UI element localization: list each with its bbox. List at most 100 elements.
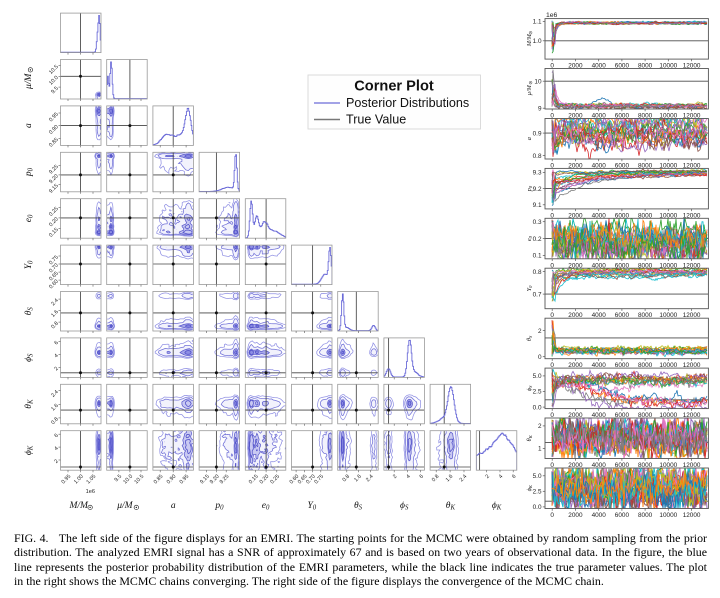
- svg-text:Corner Plot: Corner Plot: [354, 79, 434, 95]
- svg-text:1e6: 1e6: [546, 12, 558, 19]
- svg-text:M/M: M/M: [526, 33, 533, 47]
- svg-text:0: 0: [550, 362, 554, 369]
- svg-text:p0: p0: [526, 185, 533, 192]
- svg-text:9.25: 9.25: [48, 164, 60, 176]
- svg-text:0.20: 0.20: [48, 216, 60, 228]
- svg-text:1: 1: [538, 446, 542, 453]
- svg-text:12000: 12000: [683, 163, 701, 170]
- svg-text:0.9: 0.9: [533, 130, 542, 137]
- svg-text:0.60: 0.60: [48, 279, 60, 291]
- svg-text:ϕS: ϕS: [24, 353, 35, 362]
- svg-text:4000: 4000: [592, 212, 607, 219]
- svg-text:2: 2: [392, 474, 398, 480]
- svg-text:2: 2: [538, 423, 542, 430]
- svg-text:0.8: 0.8: [431, 474, 441, 484]
- svg-text:0: 0: [550, 312, 554, 319]
- svg-text:2000: 2000: [568, 163, 583, 170]
- svg-text:0: 0: [538, 354, 542, 361]
- svg-text:10000: 10000: [659, 212, 677, 219]
- svg-text:2.4: 2.4: [50, 389, 60, 399]
- svg-text:10.5: 10.5: [134, 474, 146, 486]
- svg-text:12000: 12000: [683, 362, 701, 369]
- svg-text:4000: 4000: [592, 462, 607, 469]
- svg-text:0.8: 0.8: [50, 321, 60, 331]
- svg-text:6000: 6000: [615, 163, 630, 170]
- svg-text:0.90: 0.90: [166, 474, 178, 486]
- svg-text:1e6: 1e6: [86, 489, 95, 495]
- svg-text:12000: 12000: [683, 262, 701, 269]
- svg-text:12000: 12000: [683, 63, 701, 70]
- svg-text:0.3: 0.3: [533, 219, 542, 226]
- svg-text:θS: θS: [354, 501, 363, 512]
- svg-text:4: 4: [53, 446, 59, 452]
- svg-text:2: 2: [485, 474, 491, 480]
- svg-text:9.15: 9.15: [199, 474, 211, 486]
- svg-text:1.6: 1.6: [50, 309, 60, 319]
- svg-text:μ/M: μ/M: [24, 73, 34, 90]
- svg-text:10: 10: [534, 78, 542, 85]
- svg-text:0.0: 0.0: [533, 404, 542, 411]
- svg-text:8000: 8000: [638, 113, 653, 120]
- svg-text:6000: 6000: [615, 262, 630, 269]
- svg-text:0.85: 0.85: [153, 474, 165, 486]
- svg-text:2000: 2000: [568, 63, 583, 70]
- svg-text:8000: 8000: [638, 63, 653, 70]
- svg-text:p0: p0: [24, 167, 35, 177]
- svg-text:2000: 2000: [568, 412, 583, 419]
- svg-text:2000: 2000: [568, 512, 583, 519]
- svg-text:9.3: 9.3: [533, 170, 542, 177]
- svg-text:6000: 6000: [615, 462, 630, 469]
- svg-text:10000: 10000: [659, 262, 677, 269]
- svg-text:0.25: 0.25: [48, 206, 60, 218]
- svg-text:8000: 8000: [638, 462, 653, 469]
- svg-text:6000: 6000: [615, 212, 630, 219]
- svg-text:0.95: 0.95: [48, 112, 60, 124]
- svg-text:1.00: 1.00: [73, 474, 85, 486]
- svg-text:Y0: Y0: [24, 260, 35, 269]
- svg-text:2000: 2000: [568, 212, 583, 219]
- svg-text:0.90: 0.90: [48, 124, 60, 136]
- svg-text:0.60: 0.60: [289, 474, 301, 486]
- svg-text:6000: 6000: [615, 312, 630, 319]
- svg-text:12000: 12000: [683, 312, 701, 319]
- svg-text:9.5: 9.5: [114, 474, 124, 484]
- svg-text:12000: 12000: [683, 212, 701, 219]
- svg-text:e0: e0: [24, 214, 35, 222]
- svg-text:0.2: 0.2: [533, 236, 542, 243]
- svg-text:M/M: M/M: [68, 501, 89, 511]
- svg-text:θK: θK: [446, 501, 456, 512]
- svg-text:2.4: 2.4: [50, 298, 60, 308]
- svg-text:8000: 8000: [638, 512, 653, 519]
- svg-text:4000: 4000: [592, 362, 607, 369]
- svg-text:10.0: 10.0: [122, 474, 134, 486]
- svg-text:0.65: 0.65: [297, 474, 309, 486]
- svg-text:0.25: 0.25: [269, 474, 281, 486]
- svg-text:1.1: 1.1: [533, 19, 542, 26]
- svg-text:8000: 8000: [638, 163, 653, 170]
- svg-text:ϕK: ϕK: [526, 484, 533, 491]
- svg-text:9.25: 9.25: [219, 474, 231, 486]
- svg-text:0.85: 0.85: [48, 137, 60, 149]
- svg-text:8000: 8000: [638, 412, 653, 419]
- svg-text:2000: 2000: [568, 362, 583, 369]
- svg-text:8000: 8000: [638, 312, 653, 319]
- svg-text:5.0: 5.0: [533, 473, 542, 480]
- svg-text:0: 0: [550, 462, 554, 469]
- svg-text:θK: θK: [24, 399, 35, 409]
- svg-text:9.1: 9.1: [533, 202, 542, 209]
- svg-text:0.75: 0.75: [48, 255, 60, 267]
- svg-text:True Value: True Value: [346, 113, 406, 127]
- svg-text:0.8: 0.8: [533, 153, 542, 160]
- svg-text:0: 0: [550, 512, 554, 519]
- svg-text:0.20: 0.20: [259, 474, 271, 486]
- svg-text:4: 4: [53, 353, 59, 359]
- svg-text:12000: 12000: [683, 512, 701, 519]
- svg-text:6: 6: [419, 474, 425, 480]
- svg-text:9.2: 9.2: [533, 186, 542, 193]
- svg-text:μ/M: μ/M: [116, 501, 133, 511]
- svg-text:p0: p0: [214, 501, 224, 512]
- svg-text:0.15: 0.15: [48, 227, 60, 239]
- svg-text:6000: 6000: [615, 412, 630, 419]
- svg-text:10000: 10000: [659, 512, 677, 519]
- svg-text:1.6: 1.6: [445, 474, 455, 484]
